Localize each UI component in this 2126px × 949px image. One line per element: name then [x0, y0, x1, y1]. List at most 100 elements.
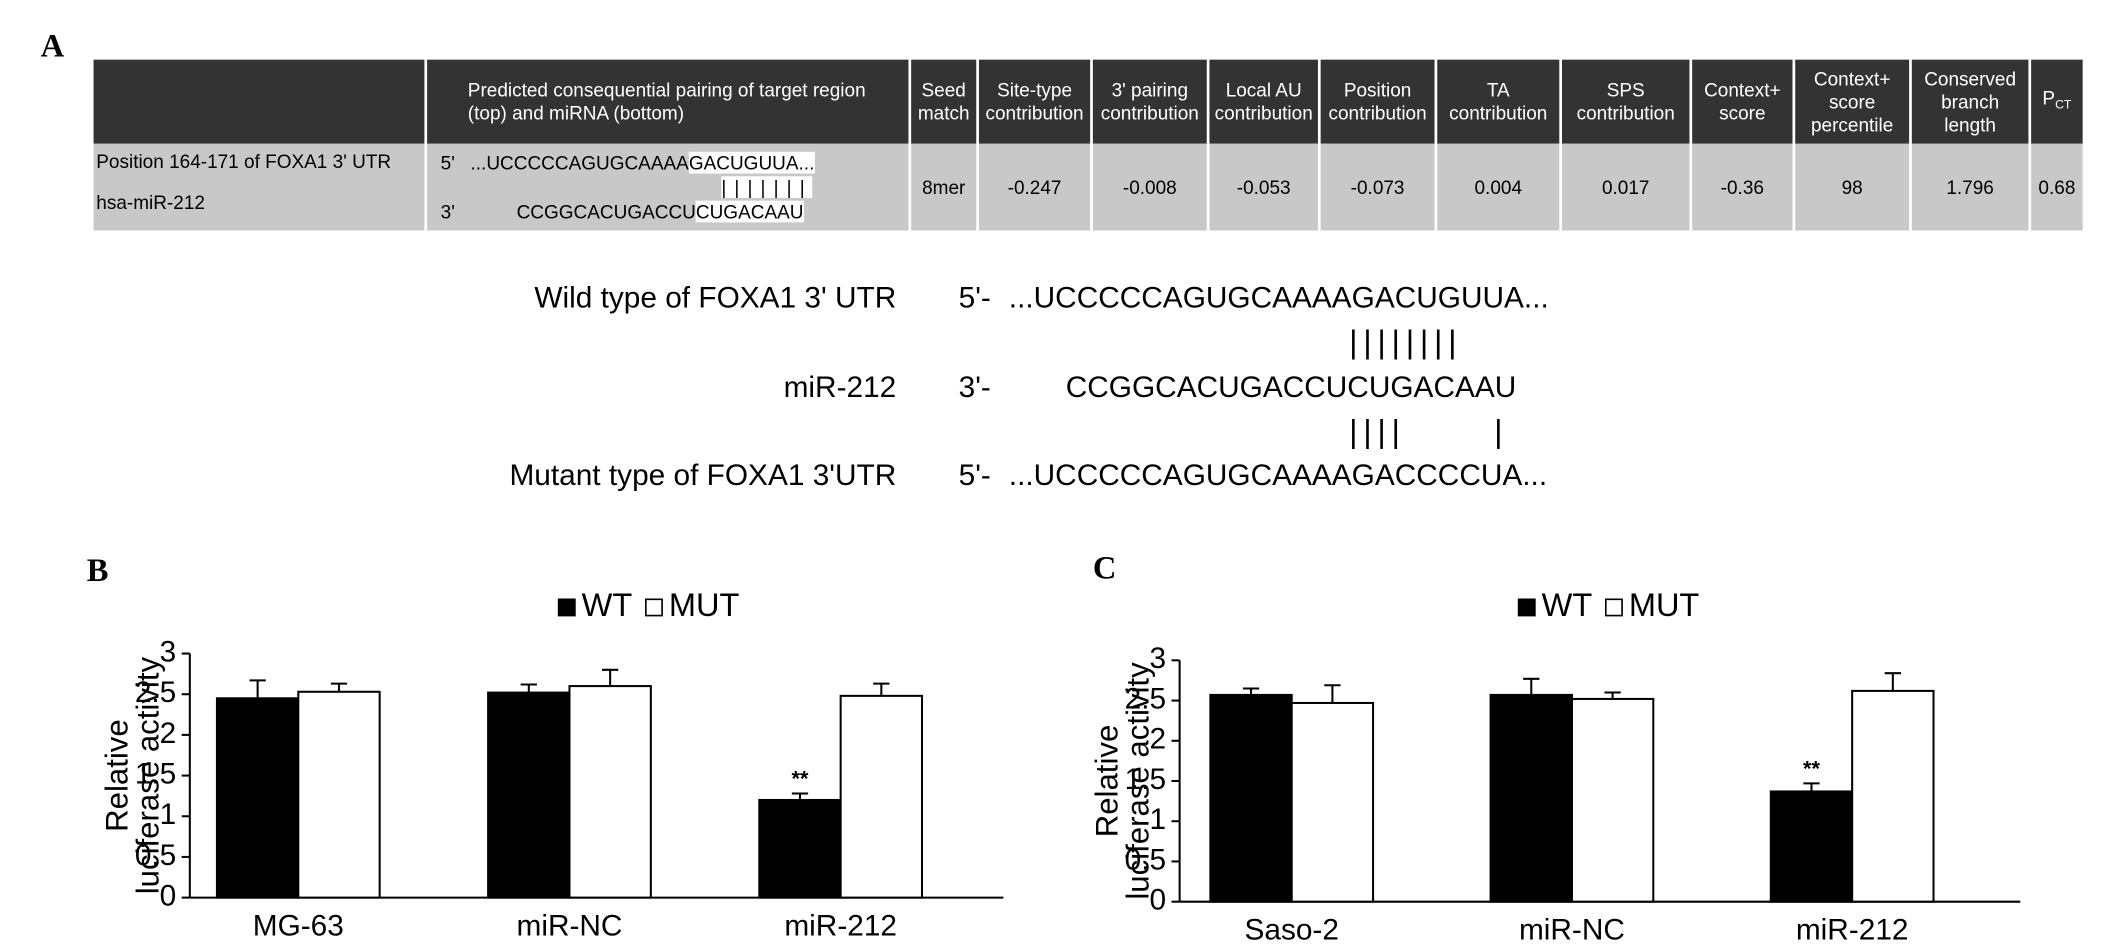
legend-label: WT: [582, 587, 633, 623]
error-bar: [1803, 782, 1820, 792]
end-label: 3': [440, 200, 455, 223]
significance-mark: **: [792, 766, 809, 791]
header-text: Position contribution: [1328, 78, 1427, 124]
y-tick-label: 2.5: [1125, 682, 1166, 715]
legend-swatch: [557, 598, 576, 617]
header-text: TA contribution: [1449, 78, 1548, 124]
sequence: CCGGCACUGACCUCUGACAAU: [1066, 371, 1517, 404]
error-bar: [1242, 687, 1260, 695]
value-cell: 8mer: [911, 143, 977, 231]
error-bar: [1324, 684, 1341, 703]
value-cell: 1.796: [1911, 143, 2029, 231]
header-cell: Site-type contribution: [978, 59, 1091, 144]
x-tick-label: MG-63: [253, 909, 344, 942]
y-tick-label: 1.5: [135, 757, 176, 790]
legend-label: WT: [1542, 587, 1593, 623]
legend-swatch: [645, 598, 663, 617]
pairing: ||||||||: [1349, 324, 1462, 360]
header-text: Site-type contribution: [985, 78, 1084, 124]
bar: [1489, 693, 1573, 903]
bar: [297, 690, 381, 899]
y-tick-label: 3: [1149, 642, 1166, 675]
bar: [758, 798, 842, 899]
y-tick-label: 2: [1149, 723, 1166, 756]
header-cell: Local AU contribution: [1209, 59, 1318, 144]
error-bar: [520, 683, 537, 693]
panel-label: B: [87, 553, 109, 589]
value-cell: -0.073: [1320, 143, 1435, 231]
sequence-seed: GACUGUUA...: [688, 151, 815, 174]
header-cell: SPS contribution: [1561, 59, 1690, 144]
error-bar: [873, 682, 890, 696]
header-cell: Predicted consequential pairing of targe…: [427, 59, 909, 144]
y-tick-label: 0.5: [1125, 843, 1166, 876]
value-cell: -0.008: [1092, 143, 1207, 231]
end-label: 5'-: [959, 282, 991, 315]
header-cell: TA contribution: [1437, 59, 1560, 144]
end-label: 3'-: [959, 371, 991, 404]
bar: [1851, 689, 1935, 903]
mirna-line: 3' CCGGCACUGACCUCUGACAAU: [441, 199, 906, 223]
header-text: P: [2042, 86, 2056, 109]
site-cell: Position 164-171 of FOXA1 3' UTR hsa-miR-…: [93, 143, 425, 231]
legend-swatch: [1517, 598, 1536, 617]
sequence-seed: CUGACAAU: [695, 200, 804, 223]
y-axis-label: luciferase activity: [131, 656, 166, 894]
header-cell: [93, 59, 425, 144]
bar: [1290, 701, 1375, 903]
pairing-line: |||||||: [441, 175, 906, 199]
x-tick-label: miR-212: [784, 909, 897, 942]
sequence-label: miR-212: [784, 371, 897, 404]
pairing-cell: 5' ...UCCCCCAGUGCAAAAGACUGUUA... ||||||| 3'…: [427, 143, 909, 231]
error-bar: [1884, 672, 1901, 691]
y-tick-label: 0: [160, 879, 177, 912]
legend-label: MUT: [1629, 587, 1700, 623]
value-cell: 0.004: [1437, 143, 1560, 231]
error-bar: [249, 679, 266, 699]
y-tick-label: 2: [160, 717, 177, 750]
value-cell: 0.017: [1561, 143, 1690, 231]
header-cell: Position contribution: [1320, 59, 1435, 144]
header-cell: PCT: [2031, 59, 2083, 144]
bar: [1769, 790, 1854, 903]
sequence: ...UCCCCCAGUGCAAAAGACCCCUA...: [1009, 459, 1547, 492]
y-tick-label: 1: [160, 798, 177, 831]
bar: [568, 685, 652, 899]
x-tick-label: Saso-2: [1244, 913, 1338, 946]
y-tick-label: 3: [160, 635, 177, 668]
header-text: Context+ score percentile: [1810, 67, 1894, 135]
significance-mark: **: [1803, 756, 1820, 781]
header-text: Seed match: [917, 78, 970, 124]
value-cell: -0.36: [1692, 143, 1793, 231]
y-tick-label: 0: [1149, 884, 1166, 917]
header-text: Context+ score: [1704, 78, 1781, 124]
error-bar: [330, 682, 348, 692]
bar: [1570, 697, 1655, 903]
sequence: CCGGCACUGACCU: [516, 200, 696, 223]
panel-label: A: [41, 28, 65, 64]
data-row: Position 164-171 of FOXA1 3' UTR hsa-miR-…: [93, 143, 2083, 231]
x-tick-label: miR-212: [1796, 913, 1909, 946]
legend-label: MUT: [669, 587, 740, 623]
x-tick-label: miR-NC: [516, 909, 622, 942]
y-tick-label: 1: [1149, 803, 1166, 836]
value-cell: -0.053: [1209, 143, 1318, 231]
header-text: 3' pairing contribution: [1100, 78, 1199, 124]
y-axis-label: luciferase activity: [1121, 662, 1156, 900]
target-table: Predicted consequential pairing of targe…: [91, 59, 2086, 231]
y-tick-label: 0.5: [135, 839, 176, 872]
pairing: |||||||: [721, 176, 813, 198]
sequence: ...UCCCCCAGUGCAAAA: [470, 151, 689, 174]
header-text: Predicted consequential pairing of targe…: [467, 78, 866, 124]
bar: [1209, 693, 1293, 903]
sequence: ...UCCCCCAGUGCAAAAGACUGUUA...: [1009, 282, 1549, 315]
header-text: Conserved branch length: [1924, 67, 2017, 135]
bar: [487, 691, 571, 899]
error-bar: [602, 668, 619, 687]
header-cell: Conserved branch length: [1911, 59, 2029, 144]
header-cell: Context+ score percentile: [1795, 59, 1910, 144]
sequence-label: Wild type of FOXA1 3' UTR: [534, 282, 896, 315]
panel-label: C: [1093, 550, 1117, 586]
